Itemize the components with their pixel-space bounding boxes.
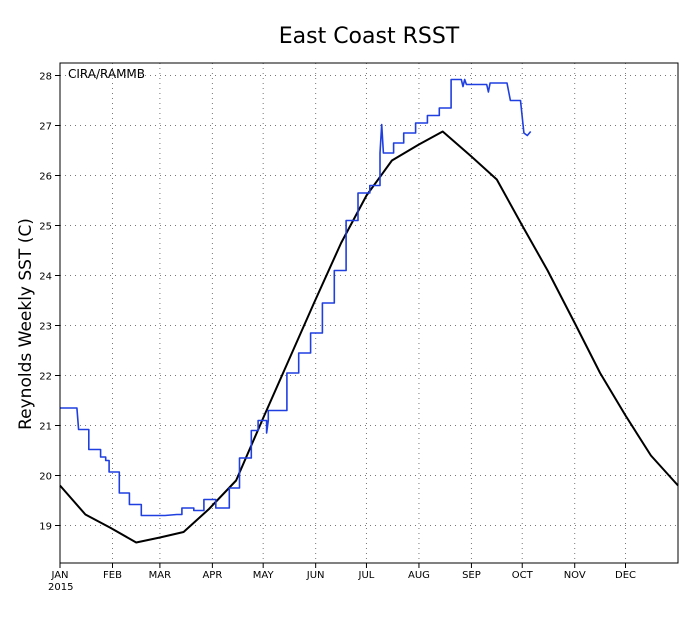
y-tick-label: 21 <box>39 422 52 433</box>
x-tick-label: AUG <box>408 570 430 581</box>
y-tick-label: 27 <box>39 122 52 133</box>
x-tick-label: NOV <box>564 570 586 581</box>
y-tick-label: 25 <box>39 222 52 233</box>
x-tick-label: MAR <box>149 570 171 581</box>
plot-frame <box>59 62 679 564</box>
x-axis-year-label: 2015 <box>48 582 73 593</box>
y-axis-label: Reynolds Weekly SST (C) <box>16 218 36 430</box>
y-tick-label: 20 <box>39 472 52 483</box>
climatology-line <box>59 130 679 544</box>
x-tick-label: APR <box>202 570 222 581</box>
x-tick-label: JUL <box>358 570 375 581</box>
y-axis-ticks: 19 20 21 22 23 24 25 26 27 28 <box>39 72 60 533</box>
x-tick-label: DEC <box>615 570 636 581</box>
x-tick-label: MAY <box>253 570 275 581</box>
x-axis-ticks: JAN FEB MAR APR MAY JUN JUL AUG SEP OCT NOV DEC <box>50 563 636 581</box>
series-lines <box>59 78 679 544</box>
x-tick-label: JUN <box>306 570 325 581</box>
y-tick-label: 26 <box>39 172 52 183</box>
chart-title: East Coast RSST <box>279 24 460 49</box>
chart-annotation: CIRA/RAMMB <box>68 67 145 81</box>
x-tick-label: JAN <box>50 570 68 581</box>
y-tick-label: 23 <box>39 322 52 333</box>
x-tick-label: SEP <box>462 570 481 581</box>
weekly-sst-2015-line <box>60 78 532 517</box>
y-tick-label: 24 <box>39 272 52 283</box>
x-tick-label: FEB <box>103 570 122 581</box>
y-tick-label: 22 <box>39 372 52 383</box>
y-tick-label: 28 <box>39 72 52 83</box>
grid-lines <box>60 63 678 563</box>
x-tick-label: OCT <box>512 570 534 581</box>
y-tick-label: 19 <box>39 522 52 533</box>
